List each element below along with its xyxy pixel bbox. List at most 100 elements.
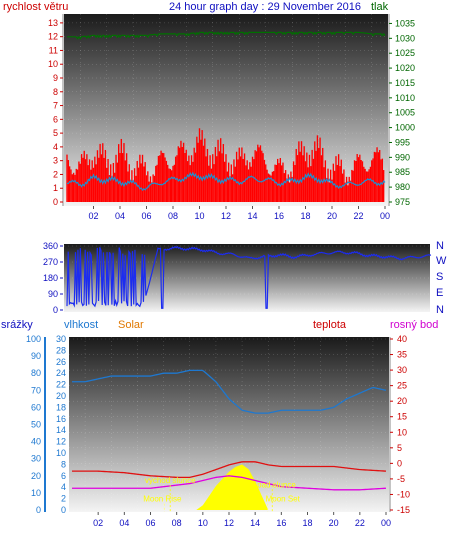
pressure-tick-label: 985 — [395, 167, 410, 177]
temperature-tick-label: 15 — [397, 412, 407, 422]
rain-tick-label: 20 — [31, 471, 41, 481]
direction-tick-label: 180 — [43, 273, 58, 283]
humidity-tick-label: 2 — [61, 494, 66, 504]
sunset-label: západ slunce — [249, 481, 297, 490]
compass-label: N — [436, 304, 444, 316]
time-tick-label: 10 — [198, 518, 208, 528]
chart-title: 24 hour graph day : 29 November 2016 — [169, 1, 362, 13]
pressure-line — [67, 31, 386, 40]
temperature-tick-label: 40 — [397, 334, 407, 344]
time-tick-label: 22 — [353, 211, 363, 221]
rain-tick-label: 50 — [31, 420, 41, 430]
time-tick-label: 04 — [119, 518, 129, 528]
humidity-tick-label: 16 — [56, 414, 66, 424]
humidity-tick-label: 8 — [61, 459, 66, 469]
wind-tick-label: 11 — [49, 45, 58, 55]
pressure-tick-label: 990 — [395, 152, 410, 162]
humidity-line — [72, 369, 387, 414]
temperature-tick-label: -15 — [397, 505, 410, 515]
direction-tick-label: 0 — [53, 305, 58, 315]
time-tick-label: 14 — [247, 211, 257, 221]
temperature-tick-label: -5 — [397, 474, 405, 484]
pressure-tick-label: 1030 — [395, 33, 415, 43]
wind-tick-label: 10 — [48, 59, 58, 69]
moonrise-label: Moon Rise — [143, 495, 182, 504]
rain-tick-label: 30 — [31, 454, 41, 464]
time-tick-label: 06 — [145, 518, 155, 528]
temperature-tick-label: -10 — [397, 489, 410, 499]
compass-label: N — [436, 240, 444, 252]
temperature-time-axis: 02 04 06 08 10 12 14 16 18 20 22 00 — [93, 512, 391, 528]
humidity-tick-label: 18 — [56, 402, 66, 412]
time-tick-label: 10 — [194, 211, 204, 221]
humidity-label: vlhkost — [64, 319, 99, 331]
time-tick-label: 02 — [88, 211, 98, 221]
rain-tick-label: 70 — [31, 385, 41, 395]
time-tick-label: 04 — [115, 211, 125, 221]
time-tick-label: 08 — [172, 518, 182, 528]
temperature-label: teplota — [313, 319, 347, 331]
wind-tick-label: 13 — [48, 18, 58, 28]
rain-tick-label: 10 — [31, 488, 41, 498]
humidity-tick-label: 12 — [56, 437, 66, 447]
temperature-tick-label: 35 — [397, 350, 407, 360]
humidity-tick-label: 26 — [56, 357, 66, 367]
wind-tick-label: 12 — [48, 32, 58, 42]
time-tick-label: 16 — [276, 518, 286, 528]
wind-tick-label: 0 — [53, 197, 58, 207]
time-tick-label: 06 — [141, 211, 151, 221]
time-tick-label: 12 — [224, 518, 234, 528]
pressure-tick-label: 1000 — [395, 123, 415, 133]
wind-time-axis: 02 04 06 08 10 12 14 16 18 20 22 00 — [88, 206, 390, 221]
humidity-tick-label: 6 — [61, 471, 66, 481]
time-tick-label: 18 — [300, 211, 310, 221]
direction-tick-label: 90 — [48, 289, 58, 299]
pressure-tick-label: 1015 — [395, 78, 415, 88]
time-tick-label: 14 — [250, 518, 260, 528]
humidity-tick-label: 4 — [61, 482, 66, 492]
wind-tick-label: 6 — [53, 114, 58, 124]
pressure-tick-label: 995 — [395, 137, 410, 147]
time-tick-label: 18 — [302, 518, 312, 528]
pressure-tick-label: 1020 — [395, 63, 415, 73]
time-tick-label: 20 — [329, 518, 339, 528]
humidity-tick-label: 10 — [56, 448, 66, 458]
dew-point-line — [72, 475, 387, 491]
direction-tick-label: 270 — [43, 257, 58, 267]
compass-label: E — [436, 287, 443, 299]
pressure-tick-label: 1010 — [395, 93, 415, 103]
wind-tick-label: 5 — [53, 128, 58, 138]
temperature-tick-label: 10 — [397, 427, 407, 437]
rain-tick-label: 60 — [31, 402, 41, 412]
rain-tick-label: 100 — [26, 334, 41, 344]
time-tick-label: 00 — [380, 211, 390, 221]
pressure-tick-label: 975 — [395, 197, 410, 207]
time-tick-label: 22 — [355, 518, 365, 528]
wind-speed-label: rychlost větru — [3, 1, 69, 13]
humidity-tick-label: 20 — [56, 391, 66, 401]
humidity-tick-label: 24 — [56, 368, 66, 378]
solar-area — [196, 464, 269, 510]
direction-tick-label: 360 — [43, 241, 58, 251]
temperature-tick-label: 30 — [397, 365, 407, 375]
pressure-tick-label: 1035 — [395, 18, 415, 28]
wind-tick-label: 2 — [53, 169, 58, 179]
compass-label: W — [436, 255, 447, 267]
dew-point-label: rosný bod — [390, 319, 439, 331]
time-tick-label: 00 — [381, 518, 391, 528]
wind-tick-label: 8 — [53, 87, 58, 97]
time-tick-label: 16 — [274, 211, 284, 221]
pressure-tick-label: 980 — [395, 182, 410, 192]
wind-average-line — [66, 171, 386, 191]
pressure-tick-label: 1005 — [395, 108, 415, 118]
temperature-tick-label: 5 — [397, 443, 402, 453]
wind-tick-label: 9 — [53, 73, 58, 83]
temperature-humidity-chart: východ slunce západ slunce Moon Rise Moon S… — [26, 334, 410, 528]
wind-tick-label: 7 — [53, 101, 58, 111]
time-tick-label: 12 — [221, 211, 231, 221]
